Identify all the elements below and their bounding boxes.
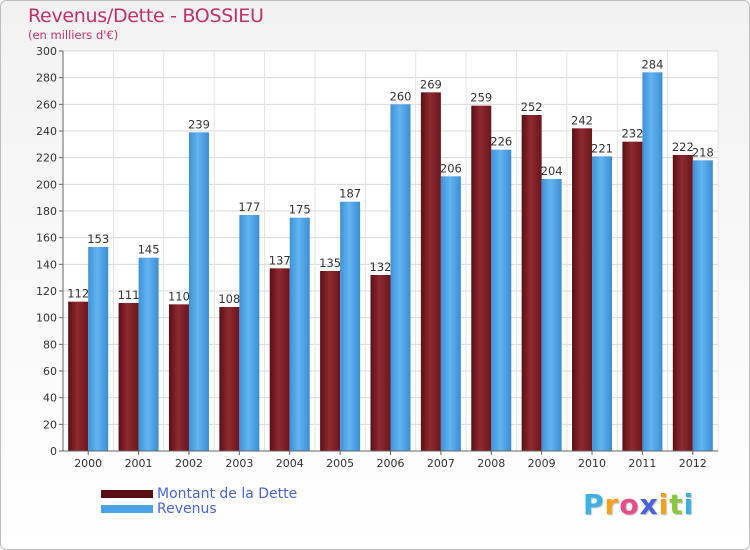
chart-subtitle: (en milliers d'€) xyxy=(28,28,119,42)
data-label-dette: 222 xyxy=(672,140,694,154)
data-label-dette: 108 xyxy=(218,292,240,306)
data-label-revenus: 187 xyxy=(339,187,361,201)
data-label-dette: 135 xyxy=(319,256,341,270)
bar-revenus xyxy=(138,257,159,451)
bar-revenus xyxy=(592,156,613,452)
logo-letter: o xyxy=(619,488,640,521)
bar-dette xyxy=(420,92,441,451)
y-tick-label: 60 xyxy=(43,365,57,378)
bar-revenus xyxy=(692,160,713,452)
y-tick-label: 300 xyxy=(36,45,57,58)
data-label-revenus: 177 xyxy=(238,200,260,214)
data-label-revenus: 204 xyxy=(541,164,563,178)
y-tick-label: 140 xyxy=(36,258,57,271)
logo-letter: i xyxy=(658,488,670,521)
data-label-dette: 242 xyxy=(571,113,593,127)
legend-swatch-revenus xyxy=(101,505,153,513)
data-label-revenus: 175 xyxy=(289,203,311,217)
y-tick-label: 180 xyxy=(36,205,57,218)
y-tick-label: 260 xyxy=(36,98,57,111)
chart-title: Revenus/Dette - BOSSIEU xyxy=(28,5,264,27)
bar-revenus xyxy=(289,217,310,451)
bar-dette xyxy=(118,303,139,451)
logo-letter: P xyxy=(583,488,605,521)
data-label-dette: 132 xyxy=(370,260,392,274)
data-label-dette: 111 xyxy=(118,288,140,302)
bar-dette xyxy=(168,304,189,451)
bar-dette xyxy=(521,115,542,451)
bar-dette xyxy=(672,155,693,451)
x-tick-label: 2009 xyxy=(528,457,556,470)
x-tick-label: 2010 xyxy=(578,457,606,470)
bar-dette xyxy=(320,271,341,451)
legend-swatch-debt xyxy=(101,490,153,498)
data-label-revenus: 145 xyxy=(138,243,160,257)
x-tick-label: 2007 xyxy=(427,457,455,470)
x-tick-label: 2004 xyxy=(276,457,304,470)
data-label-revenus: 206 xyxy=(440,161,462,175)
x-tick-label: 2005 xyxy=(326,457,354,470)
x-tick-label: 2012 xyxy=(679,457,707,470)
data-label-dette: 269 xyxy=(420,77,442,91)
bar-dette xyxy=(370,275,391,451)
y-tick-label: 120 xyxy=(36,285,57,298)
bar-dette xyxy=(572,128,593,451)
logo-letter: r xyxy=(604,488,620,521)
data-label-revenus: 221 xyxy=(591,141,613,155)
bar-revenus xyxy=(340,201,361,451)
logo-letter: t xyxy=(669,488,684,521)
bar-dette xyxy=(68,301,89,451)
data-label-revenus: 260 xyxy=(390,89,412,103)
data-label-revenus: 218 xyxy=(692,145,714,159)
y-tick-label: 280 xyxy=(36,72,57,85)
bar-revenus xyxy=(390,104,411,451)
bar-revenus xyxy=(188,132,209,452)
data-label-revenus: 226 xyxy=(490,135,512,149)
bar-revenus xyxy=(642,72,663,451)
y-tick-label: 100 xyxy=(36,312,57,325)
data-label-revenus: 239 xyxy=(188,117,210,131)
legend-label-debt: Montant de la Dette xyxy=(157,486,298,502)
legend-label-revenus: Revenus xyxy=(157,501,217,517)
bar-dette xyxy=(471,105,492,452)
bar-revenus xyxy=(88,247,109,451)
bar-revenus xyxy=(239,215,260,451)
logo-letter: i xyxy=(683,488,695,521)
data-label-dette: 232 xyxy=(621,127,643,141)
y-tick-label: 220 xyxy=(36,152,57,165)
y-tick-label: 80 xyxy=(43,338,57,351)
bar-revenus xyxy=(491,149,512,451)
data-label-dette: 110 xyxy=(168,289,190,303)
y-tick-label: 20 xyxy=(43,418,57,431)
y-tick-label: 40 xyxy=(43,392,57,405)
y-tick-label: 200 xyxy=(36,178,57,191)
bar-revenus xyxy=(541,179,562,451)
x-tick-label: 2006 xyxy=(377,457,405,470)
proxiti-logo: Proxiti xyxy=(583,488,694,521)
x-tick-label: 2000 xyxy=(74,457,102,470)
data-label-dette: 112 xyxy=(67,287,89,301)
data-label-dette: 252 xyxy=(521,100,543,114)
data-label-dette: 137 xyxy=(269,253,291,267)
x-tick-label: 2008 xyxy=(477,457,505,470)
data-label-revenus: 153 xyxy=(87,232,109,246)
bar-dette xyxy=(269,268,290,451)
bar-revenus xyxy=(440,176,461,452)
logo-letter: x xyxy=(639,488,659,521)
x-tick-label: 2003 xyxy=(225,457,253,470)
bar-dette xyxy=(622,141,643,451)
bar-dette xyxy=(219,307,240,451)
x-tick-label: 2002 xyxy=(175,457,203,470)
y-tick-label: 160 xyxy=(36,232,57,245)
y-tick-label: 240 xyxy=(36,125,57,138)
data-label-revenus: 284 xyxy=(641,57,663,71)
x-tick-label: 2001 xyxy=(125,457,153,470)
data-label-dette: 259 xyxy=(470,91,492,105)
y-tick-label: 0 xyxy=(50,445,57,458)
x-tick-label: 2011 xyxy=(628,457,656,470)
